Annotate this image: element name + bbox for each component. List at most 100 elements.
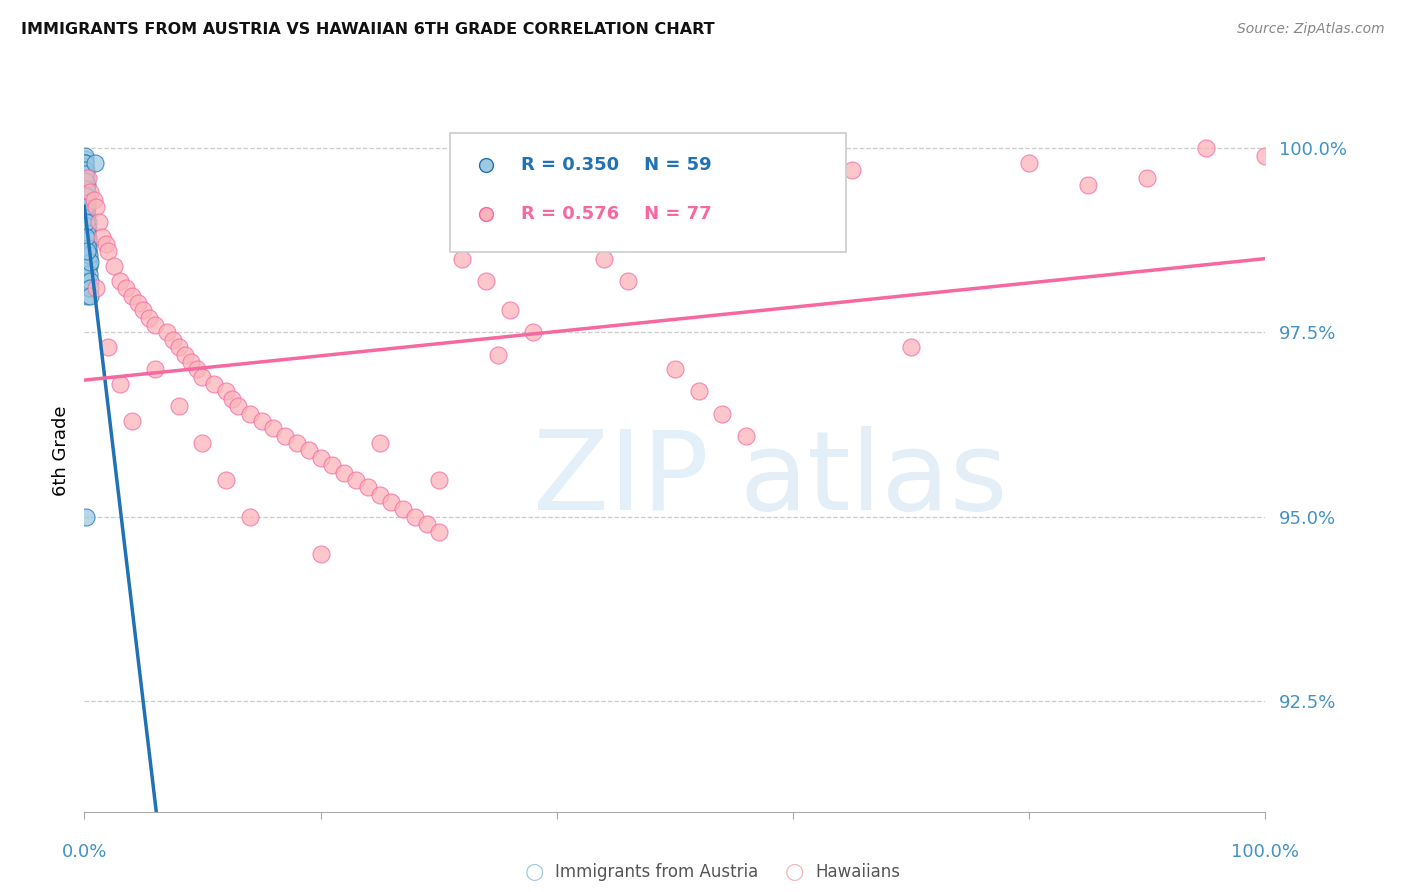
Point <box>309 450 332 465</box>
Point <box>215 473 238 487</box>
Point <box>76 200 98 214</box>
Point <box>616 274 638 288</box>
Text: Hawaiians: Hawaiians <box>815 863 900 881</box>
Point <box>77 259 100 273</box>
Point <box>841 163 863 178</box>
Point <box>262 421 284 435</box>
Point <box>191 436 214 450</box>
Point <box>73 153 96 167</box>
Text: R = 0.350    N = 59: R = 0.350 N = 59 <box>522 156 711 174</box>
Point <box>76 178 98 192</box>
Point <box>75 148 97 162</box>
Point <box>76 259 98 273</box>
Point <box>121 288 143 302</box>
Point <box>75 160 97 174</box>
Point <box>75 182 97 196</box>
Point <box>75 215 97 229</box>
Point <box>114 281 136 295</box>
Point <box>79 255 101 269</box>
Point <box>186 362 208 376</box>
Point <box>127 296 149 310</box>
Text: R = 0.576    N = 77: R = 0.576 N = 77 <box>522 205 711 223</box>
Point <box>404 509 426 524</box>
Point <box>75 203 97 218</box>
Point <box>76 208 98 222</box>
Point <box>76 281 98 295</box>
Point <box>215 384 238 399</box>
Text: 100.0%: 100.0% <box>1232 843 1299 861</box>
Point <box>344 473 367 487</box>
Point <box>97 244 120 259</box>
Text: IMMIGRANTS FROM AUSTRIA VS HAWAIIAN 6TH GRADE CORRELATION CHART: IMMIGRANTS FROM AUSTRIA VS HAWAIIAN 6TH … <box>21 22 714 37</box>
Point <box>79 267 101 281</box>
Point <box>156 326 179 340</box>
Point <box>1195 141 1218 155</box>
Point <box>75 244 97 259</box>
Point <box>173 348 195 362</box>
Point <box>84 281 107 295</box>
Point <box>76 222 98 236</box>
Point <box>75 178 97 192</box>
Point <box>75 156 97 170</box>
Point <box>75 237 97 252</box>
Point <box>1077 178 1099 192</box>
Point <box>191 369 214 384</box>
Point <box>427 473 450 487</box>
Point <box>121 414 143 428</box>
Point <box>75 167 97 181</box>
Point <box>239 407 262 421</box>
Point <box>76 288 98 302</box>
Point <box>77 237 100 252</box>
Point <box>75 193 97 207</box>
Point <box>298 443 321 458</box>
Point <box>167 399 190 413</box>
Point <box>167 340 190 354</box>
Point <box>75 222 97 236</box>
Point <box>108 274 131 288</box>
Point <box>392 502 415 516</box>
Point <box>239 509 262 524</box>
Point <box>569 229 592 244</box>
Point <box>79 186 101 200</box>
Point <box>368 436 391 450</box>
Point <box>75 229 97 244</box>
Point <box>475 274 498 288</box>
Point <box>75 156 97 170</box>
Point <box>734 428 756 442</box>
Point <box>76 186 98 200</box>
Point <box>75 200 97 214</box>
Point <box>900 340 922 354</box>
Point <box>132 303 155 318</box>
Point <box>226 399 249 413</box>
Point <box>91 229 114 244</box>
Point <box>333 466 356 480</box>
Point <box>76 219 98 233</box>
Text: Immigrants from Austria: Immigrants from Austria <box>555 863 759 881</box>
Point <box>75 163 97 178</box>
Point <box>77 229 100 244</box>
Point <box>221 392 243 406</box>
Point <box>593 252 616 266</box>
Point <box>486 348 509 362</box>
Point <box>522 326 544 340</box>
Point <box>143 318 166 332</box>
Point <box>75 174 97 188</box>
Point <box>84 156 107 170</box>
Point <box>1018 156 1040 170</box>
Text: ○: ○ <box>524 863 544 882</box>
Point <box>711 407 734 421</box>
Y-axis label: 6th Grade: 6th Grade <box>52 405 70 496</box>
Point <box>97 340 120 354</box>
Point <box>138 310 160 325</box>
Point <box>75 229 97 244</box>
Point <box>1136 170 1159 185</box>
Point <box>108 377 131 392</box>
Point <box>546 200 568 214</box>
Point <box>84 200 107 214</box>
Point <box>79 281 101 295</box>
Point <box>75 200 97 214</box>
Point <box>83 193 105 207</box>
Point <box>76 215 98 229</box>
Point <box>416 517 439 532</box>
Text: 0.0%: 0.0% <box>62 843 107 861</box>
